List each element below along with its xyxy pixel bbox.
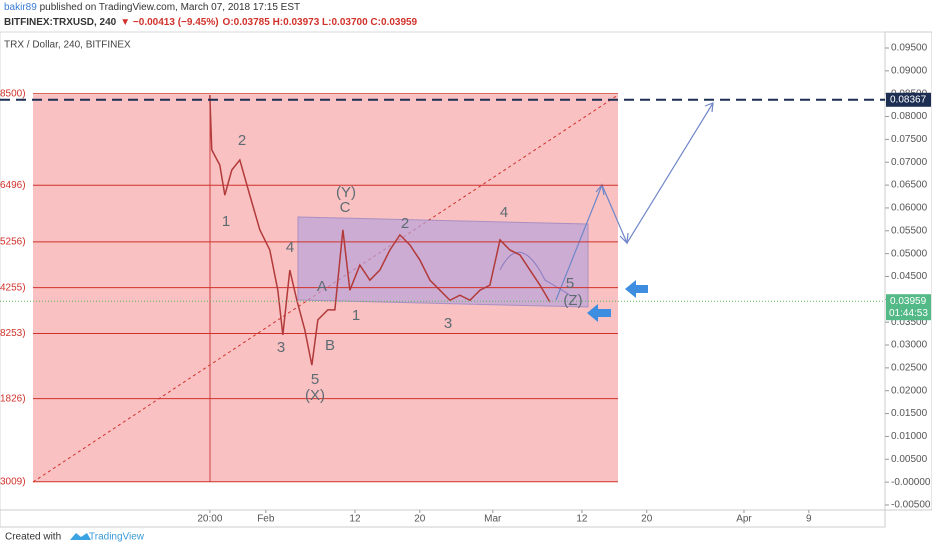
- wave-path: [499, 251, 571, 296]
- published: published on TradingView.com, March 07, …: [37, 2, 300, 13]
- x-tick-label: 12: [349, 514, 361, 525]
- wave-label: 2: [238, 132, 246, 149]
- y-tick-label: 0.09500: [891, 43, 928, 54]
- wave-label: C: [340, 199, 351, 216]
- wave-label: (Y): [336, 184, 356, 201]
- last-tag: [886, 294, 931, 321]
- y-tick-label: 0.07500: [891, 134, 928, 145]
- fib-label: 4255): [0, 282, 26, 293]
- y-tick-label: -0.00500: [891, 500, 931, 511]
- fib-label: 1826): [0, 393, 26, 404]
- wave-label: 3: [444, 315, 452, 332]
- y-tick-label: 0.04500: [891, 271, 928, 282]
- wave-label: (Z): [563, 292, 582, 309]
- x-tick-label: Feb: [257, 514, 275, 525]
- footer-created: Created with: [5, 532, 61, 543]
- x-tick-label: 20: [414, 514, 426, 525]
- y-tick-label: 0.09000: [891, 65, 928, 76]
- y-tick-label: -0.00000: [891, 477, 931, 488]
- time-axis: [0, 509, 886, 528]
- y-tick-label: 0.02500: [891, 363, 928, 374]
- x-tick-label: 20:00: [197, 514, 222, 525]
- user[interactable]: bakir89: [4, 2, 37, 13]
- y-tick-label: 0.03500: [891, 317, 928, 328]
- fib-label: 6496): [0, 180, 26, 191]
- wave-label: 1: [352, 307, 360, 324]
- footer-brand[interactable]: TradingView: [89, 532, 145, 543]
- wave-label: 2: [401, 215, 409, 232]
- ohlc: O:0.03785 H:0.03973 L:0.03700 C:0.03959: [223, 17, 418, 28]
- wave-label: A: [317, 278, 327, 295]
- fib-label: 8253): [0, 328, 26, 339]
- wave-label: 4: [500, 204, 508, 221]
- wave-label: B: [325, 337, 335, 354]
- target-label: 0.08367: [890, 94, 927, 105]
- countdown: 01:44:53: [889, 308, 928, 319]
- price-axis: [884, 31, 932, 511]
- change: ▼ −0.00413 (−9.45%): [120, 17, 218, 28]
- y-tick-label: 0.07000: [891, 157, 928, 168]
- arrows: [587, 280, 648, 322]
- x-tick-label: 12: [576, 514, 588, 525]
- wave-label: 5: [311, 371, 319, 388]
- symbol: BITFINEX:TRXUSD, 240: [4, 17, 117, 28]
- y-tick-label: 0.00500: [891, 454, 928, 465]
- price-line: [209, 95, 551, 366]
- y-tick-label: 0.03000: [891, 340, 928, 351]
- x-tick-label: 9: [806, 514, 812, 525]
- y-tick-label: 0.08000: [891, 111, 928, 122]
- x-tick-label: 20: [641, 514, 653, 525]
- y-tick-label: 0.06000: [891, 203, 928, 214]
- wave-label: 1: [222, 213, 230, 230]
- y-tick-label: 0.01000: [891, 431, 928, 442]
- projection: [555, 102, 714, 301]
- last-label: 0.03959: [890, 296, 927, 307]
- header-line: bakir89 published on TradingView.com, Ma…: [4, 2, 300, 13]
- wave-label: 4: [286, 239, 294, 256]
- logo: [70, 533, 91, 540]
- fib-label: 8500): [0, 88, 26, 99]
- symbol-line: BITFINEX:TRXUSD, 240 ▼ −0.00413 (−9.45%) O…: [4, 17, 418, 28]
- wave-label: 5: [566, 275, 574, 292]
- y-tick-label: 0.06500: [891, 180, 928, 191]
- channel: [297, 216, 589, 308]
- y-tick-label: 0.05000: [891, 248, 928, 259]
- wave-label: 3: [277, 339, 285, 356]
- x-tick-label: Mar: [484, 514, 502, 525]
- y-tick-label: 0.02000: [891, 385, 928, 396]
- fib-label: 3009): [0, 476, 26, 487]
- x-tick-label: Apr: [736, 514, 752, 525]
- y-tick-label: 0.05500: [891, 225, 928, 236]
- fib-label: 5256): [0, 237, 26, 248]
- y-tick-label: 0.01500: [891, 408, 928, 419]
- chart-title: TRX / Dollar, 240, BITFINEX: [4, 40, 131, 51]
- wave-label: (X): [305, 387, 325, 404]
- target-tag: [886, 92, 931, 107]
